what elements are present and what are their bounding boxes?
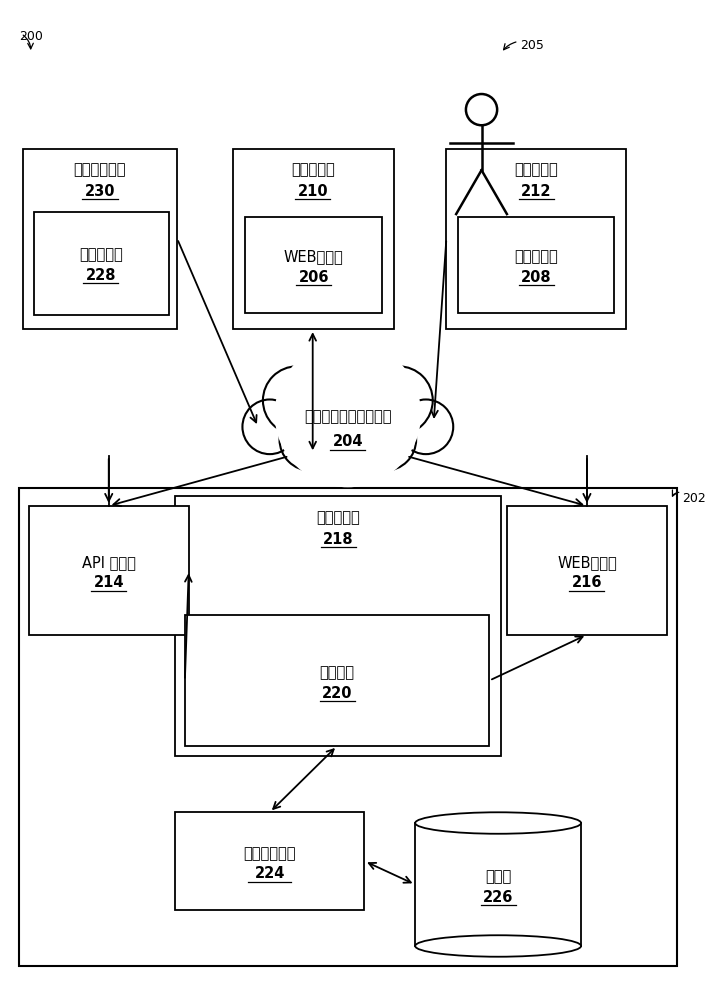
Text: 226: 226 (483, 890, 513, 905)
Text: API 服务器: API 服务器 (82, 555, 136, 570)
Text: 218: 218 (323, 532, 353, 547)
Ellipse shape (415, 812, 581, 834)
Bar (447, 149, 626, 329)
Text: 230: 230 (85, 184, 115, 199)
Text: 202: 202 (683, 492, 707, 505)
Circle shape (365, 366, 433, 435)
Ellipse shape (415, 935, 581, 957)
Circle shape (280, 408, 342, 471)
Text: 数据库: 数据库 (485, 869, 511, 884)
Text: 224: 224 (255, 866, 285, 881)
Bar (458, 217, 615, 313)
Bar (29, 506, 189, 635)
Bar (185, 615, 489, 746)
Circle shape (242, 399, 297, 454)
Bar (19, 488, 677, 966)
Text: 214: 214 (93, 575, 124, 590)
Circle shape (399, 399, 453, 454)
Bar (175, 812, 365, 910)
Text: 编程客户端: 编程客户端 (514, 249, 558, 264)
Text: 210: 210 (297, 184, 328, 199)
Bar (233, 149, 394, 329)
Bar (175, 496, 501, 756)
Bar (246, 217, 382, 313)
Text: 第三方服务器: 第三方服务器 (74, 163, 126, 178)
Circle shape (354, 408, 416, 471)
Circle shape (307, 344, 389, 426)
Text: 206: 206 (299, 270, 329, 285)
Circle shape (263, 366, 331, 435)
Text: 205: 205 (520, 39, 544, 52)
Text: 200: 200 (19, 30, 42, 43)
Text: 212: 212 (521, 184, 552, 199)
Text: 应用服务器: 应用服务器 (316, 510, 360, 525)
Text: WEB客户端: WEB客户端 (284, 249, 343, 264)
Text: 客户端设备: 客户端设备 (291, 163, 335, 178)
Text: 市场系统: 市场系统 (319, 665, 355, 680)
Bar (415, 823, 581, 946)
Bar (33, 212, 169, 315)
Text: 数据库服务器: 数据库服务器 (244, 846, 296, 861)
Circle shape (314, 409, 382, 478)
Bar (507, 506, 667, 635)
Text: 216: 216 (571, 575, 603, 590)
Text: 220: 220 (322, 686, 353, 701)
Text: 第三方应用: 第三方应用 (79, 248, 122, 263)
Text: 网络（例如，因特网）: 网络（例如，因特网） (304, 410, 392, 425)
Text: 204: 204 (333, 434, 363, 449)
Text: WEB服务器: WEB服务器 (557, 555, 617, 570)
Text: 客户端设备: 客户端设备 (514, 163, 558, 178)
Text: 228: 228 (86, 268, 116, 283)
Bar (23, 149, 177, 329)
Text: 208: 208 (521, 270, 552, 285)
Circle shape (275, 341, 421, 487)
